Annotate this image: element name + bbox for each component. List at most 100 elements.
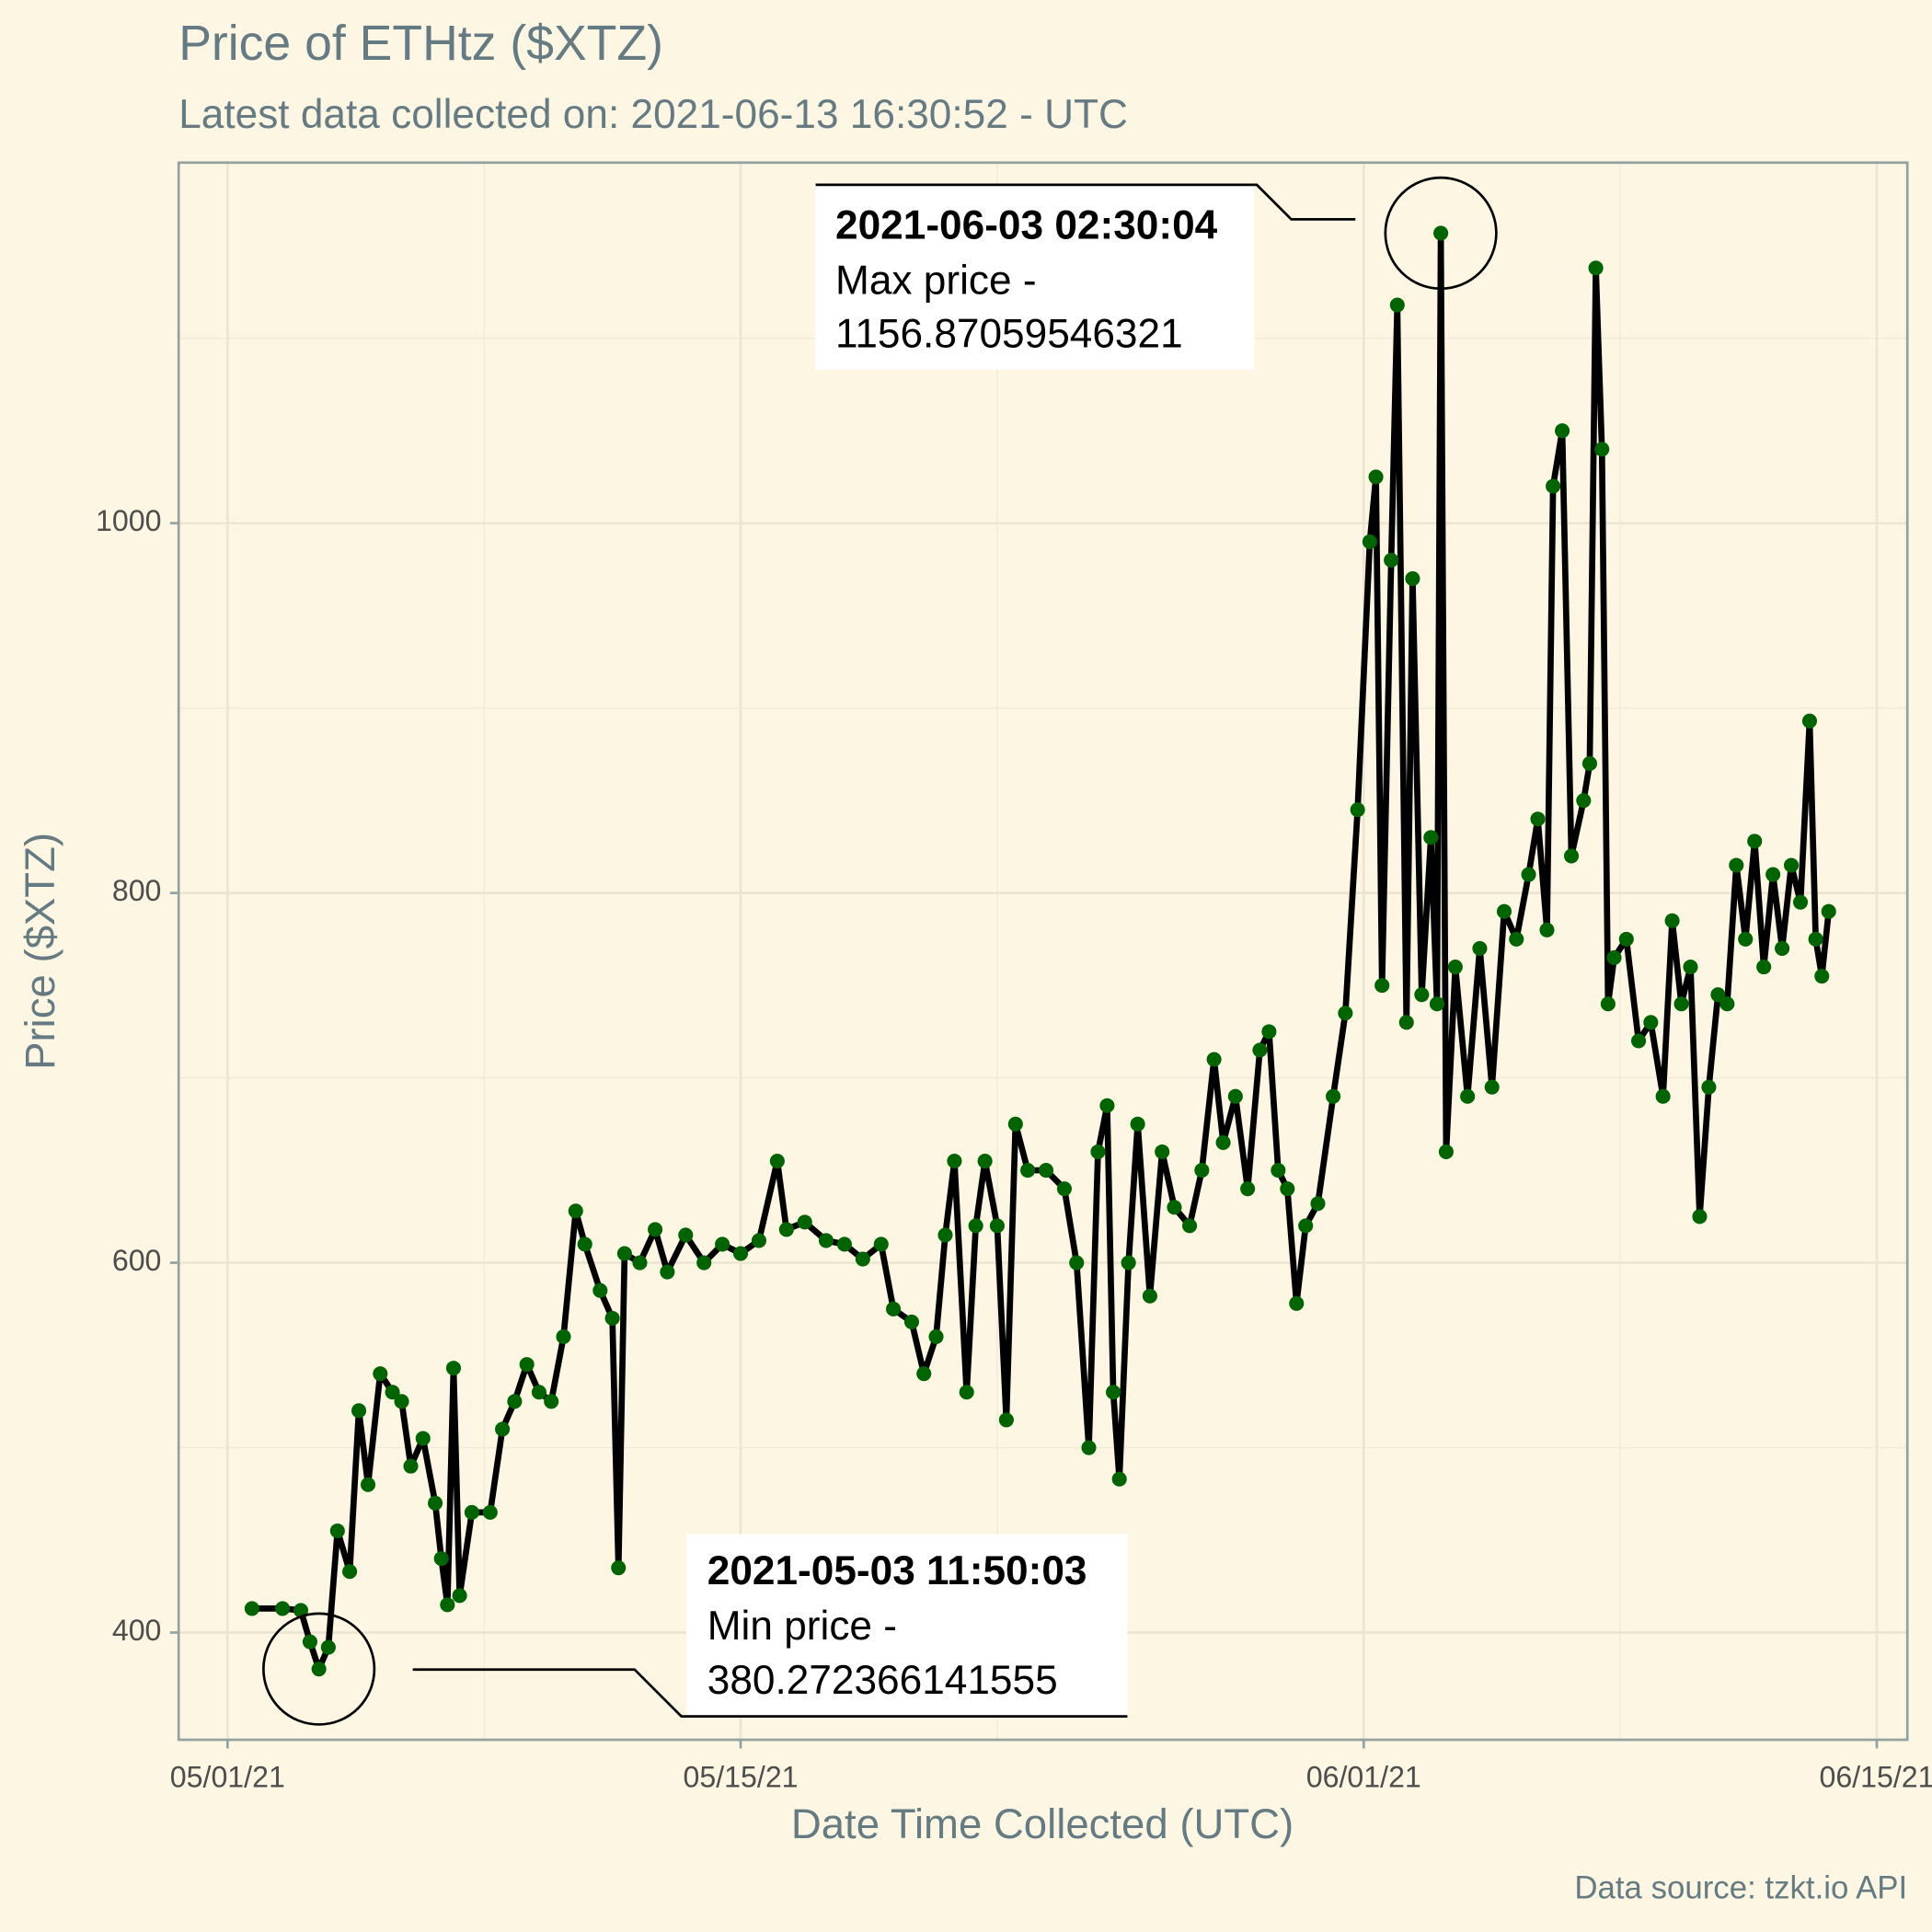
price-point bbox=[1020, 1163, 1036, 1179]
price-point bbox=[445, 1361, 462, 1376]
price-point bbox=[440, 1597, 455, 1613]
price-point bbox=[1280, 1181, 1295, 1197]
y-tick-label: 600 bbox=[112, 1244, 162, 1277]
price-point bbox=[360, 1477, 376, 1492]
price-point bbox=[1606, 949, 1622, 965]
price-point bbox=[329, 1523, 345, 1539]
price-point bbox=[1056, 1181, 1072, 1197]
price-point bbox=[1384, 552, 1399, 568]
price-point bbox=[1111, 1471, 1127, 1487]
price-point bbox=[302, 1634, 317, 1650]
price-point bbox=[1194, 1163, 1210, 1179]
price-point bbox=[1546, 478, 1561, 494]
price-point bbox=[452, 1588, 467, 1604]
annotation-text: Min price - bbox=[707, 1604, 897, 1649]
price-point bbox=[1631, 1033, 1647, 1049]
price-point bbox=[1692, 1209, 1708, 1225]
price-point bbox=[1530, 811, 1546, 827]
price-point bbox=[244, 1601, 259, 1616]
price-point bbox=[885, 1301, 902, 1317]
price-point bbox=[1710, 987, 1726, 1003]
price-point bbox=[1368, 469, 1384, 485]
price-point bbox=[1784, 857, 1800, 873]
price-point bbox=[1643, 1015, 1659, 1030]
price-point bbox=[1252, 1042, 1268, 1058]
price-point bbox=[1261, 1024, 1277, 1040]
price-point bbox=[1090, 1144, 1106, 1160]
price-point bbox=[1447, 959, 1463, 975]
price-point bbox=[1271, 1163, 1286, 1179]
price-point bbox=[1121, 1255, 1136, 1271]
price-point bbox=[1310, 1196, 1326, 1212]
price-point bbox=[415, 1431, 431, 1446]
price-point bbox=[873, 1236, 889, 1252]
annotation-circle bbox=[1384, 176, 1498, 291]
chart-subtitle: Latest data collected on: 2021-06-13 16:… bbox=[178, 92, 1128, 137]
annotation-circle bbox=[262, 1612, 376, 1726]
price-point bbox=[1240, 1181, 1256, 1197]
price-point bbox=[293, 1603, 309, 1618]
price-point bbox=[1484, 1079, 1500, 1095]
x-tick-label: 05/01/21 bbox=[170, 1760, 285, 1793]
price-point bbox=[428, 1495, 443, 1511]
price-point bbox=[1756, 959, 1772, 975]
leader-line bbox=[815, 183, 1356, 221]
price-point bbox=[968, 1218, 983, 1234]
price-point bbox=[1398, 1015, 1414, 1030]
price-point bbox=[1563, 848, 1580, 864]
annotation-value: 1156.87059546321 bbox=[835, 311, 1183, 356]
price-point bbox=[733, 1246, 749, 1261]
price-point bbox=[1206, 1052, 1222, 1067]
price-point bbox=[1099, 1098, 1115, 1113]
price-point bbox=[1298, 1218, 1314, 1234]
price-point bbox=[1808, 931, 1823, 947]
price-point bbox=[519, 1357, 535, 1373]
price-point bbox=[1792, 894, 1809, 910]
price-point bbox=[1509, 931, 1524, 947]
price-point bbox=[1701, 1079, 1717, 1095]
price-point bbox=[916, 1366, 932, 1382]
price-point bbox=[1362, 534, 1377, 549]
price-point bbox=[342, 1564, 358, 1580]
price-point bbox=[836, 1236, 852, 1252]
price-point bbox=[959, 1385, 974, 1400]
price-point bbox=[592, 1282, 608, 1298]
price-point bbox=[1729, 857, 1744, 873]
price-point bbox=[403, 1458, 419, 1474]
price-point bbox=[1167, 1200, 1182, 1215]
price-point bbox=[1581, 755, 1597, 771]
annotations: 2021-06-03 02:30:04 Max price - 1156.870… bbox=[262, 176, 1498, 1726]
price-point bbox=[1801, 713, 1818, 729]
price-point bbox=[616, 1246, 632, 1261]
price-point bbox=[1673, 996, 1689, 1012]
price-point bbox=[568, 1203, 583, 1219]
y-tick-label: 400 bbox=[112, 1614, 162, 1647]
price-point bbox=[611, 1560, 627, 1576]
price-point bbox=[903, 1314, 919, 1329]
x-axis-title: Date Time Collected (UTC) bbox=[791, 1800, 1294, 1847]
price-point bbox=[778, 1222, 794, 1237]
price-point bbox=[1618, 931, 1634, 947]
price-point bbox=[1594, 442, 1610, 457]
price-point bbox=[1081, 1440, 1097, 1455]
x-tick-label: 06/01/21 bbox=[1306, 1760, 1421, 1793]
price-point bbox=[394, 1394, 409, 1409]
price-point bbox=[1038, 1163, 1054, 1179]
price-point bbox=[433, 1551, 449, 1567]
price-point bbox=[1227, 1088, 1243, 1104]
price-point bbox=[275, 1601, 291, 1616]
price-point bbox=[1289, 1295, 1305, 1311]
price-point bbox=[351, 1403, 367, 1419]
price-point bbox=[1414, 987, 1430, 1003]
price-point bbox=[1719, 996, 1735, 1012]
price-point bbox=[855, 1251, 870, 1267]
price-point bbox=[1738, 931, 1754, 947]
price-point bbox=[947, 1153, 962, 1169]
price-point bbox=[696, 1255, 712, 1271]
price-point bbox=[1374, 978, 1390, 994]
panel-border bbox=[177, 161, 1909, 1742]
price-point bbox=[1683, 959, 1698, 975]
price-point bbox=[373, 1366, 388, 1382]
plot bbox=[244, 225, 1836, 1677]
